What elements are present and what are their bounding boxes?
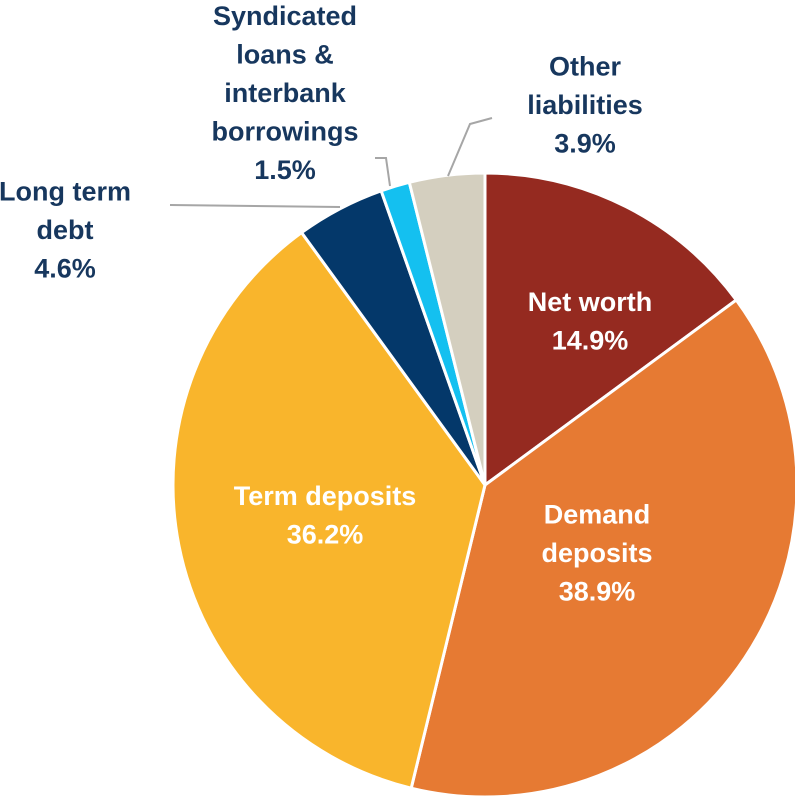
- value-label: 36.2%: [287, 519, 364, 549]
- pie-slice: [407, 171, 487, 486]
- value-label: 38.9%: [559, 577, 636, 607]
- pie-slice: [409, 297, 795, 798]
- value-label: 4.6%: [34, 254, 96, 284]
- label-line: Other: [549, 52, 622, 82]
- category-label: Syndicated loans & interbank borrowings: [212, 1, 359, 147]
- label-line: interbank: [224, 78, 347, 108]
- leader-line: [375, 157, 391, 187]
- leader-line: [169, 204, 341, 208]
- value-label: 14.9%: [552, 325, 629, 355]
- category-label: Long term debt: [0, 177, 131, 246]
- category-label: Term deposits: [234, 481, 417, 511]
- label-line: loans &: [236, 40, 334, 70]
- label-line: deposits: [541, 538, 652, 568]
- value-label: 1.5%: [254, 155, 316, 185]
- label-line: liabilities: [527, 90, 643, 120]
- pie-slice: [171, 230, 487, 790]
- label-line: Net worth: [528, 287, 653, 317]
- label-line: Syndicated: [213, 1, 357, 31]
- pie-slice: [483, 171, 739, 488]
- category-label: Other liabilities: [527, 52, 643, 121]
- label-line: Demand: [544, 500, 651, 530]
- category-label: Demand deposits: [541, 500, 652, 569]
- label-line: debt: [37, 215, 94, 245]
- leader-line: [447, 117, 493, 177]
- value-label: 3.9%: [554, 129, 616, 159]
- label-line: borrowings: [212, 117, 359, 147]
- category-label: Net worth: [528, 287, 653, 317]
- label-line: Long term: [0, 177, 131, 207]
- label-line: Term deposits: [234, 481, 417, 511]
